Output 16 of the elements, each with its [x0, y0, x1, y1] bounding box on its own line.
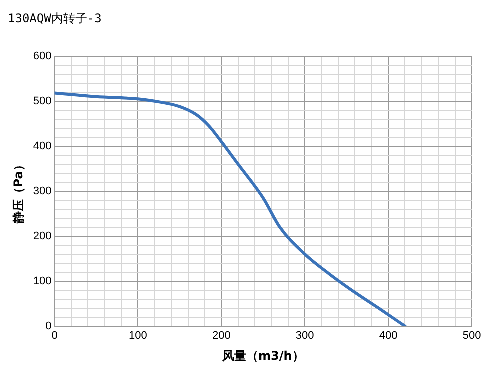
y-axis-title: 静压（Pa） [11, 159, 26, 225]
x-tick-label: 200 [212, 330, 231, 342]
x-axis-title: 风量（m3/h） [221, 348, 304, 363]
y-tick-label: 400 [33, 140, 52, 152]
line-series [54, 92, 407, 326]
x-tick-label: 400 [379, 330, 398, 342]
y-tick-label: 200 [33, 230, 52, 242]
x-tick-label: 100 [129, 330, 148, 342]
y-tick-label: 0 [46, 320, 52, 332]
y-tick-label: 600 [33, 50, 52, 62]
y-tick-label: 500 [33, 95, 52, 108]
chart-title: 130AQW内转子-3 [8, 11, 102, 26]
x-tick-label: 300 [296, 330, 314, 342]
x-tick-label: 500 [462, 330, 482, 342]
y-tick-label: 100 [33, 275, 52, 288]
y-tick-label: 300 [33, 185, 52, 198]
